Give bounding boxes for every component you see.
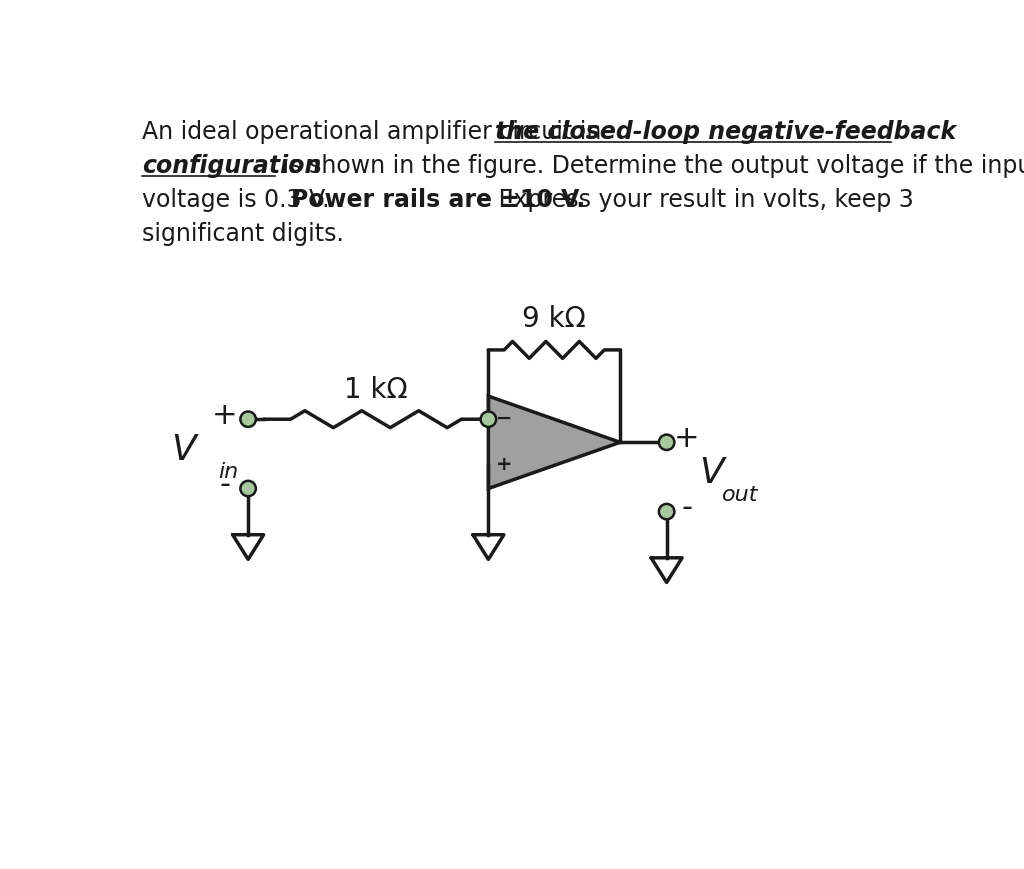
Text: is shown in the figure. Determine the output voltage if the input: is shown in the figure. Determine the ou…: [275, 155, 1024, 178]
Circle shape: [241, 412, 256, 427]
Text: Express your result in volts, keep 3: Express your result in volts, keep 3: [490, 189, 913, 212]
Circle shape: [658, 504, 675, 520]
Text: +: +: [674, 424, 699, 453]
Text: 1 kΩ: 1 kΩ: [344, 375, 408, 404]
Circle shape: [241, 481, 256, 496]
Circle shape: [480, 412, 496, 427]
Text: voltage is 0.3 V.: voltage is 0.3 V.: [142, 189, 337, 212]
Polygon shape: [488, 396, 621, 488]
Text: 9 kΩ: 9 kΩ: [522, 305, 586, 333]
Text: An ideal operational amplifier circuit in: An ideal operational amplifier circuit i…: [142, 121, 609, 144]
Text: configuration: configuration: [142, 155, 322, 178]
Text: V: V: [699, 456, 724, 490]
Text: out: out: [722, 485, 759, 505]
Text: significant digits.: significant digits.: [142, 222, 344, 246]
Text: -: -: [681, 494, 692, 522]
Text: in: in: [219, 461, 239, 481]
Text: +: +: [496, 455, 512, 474]
Text: Power rails are ±10 V.: Power rails are ±10 V.: [291, 189, 585, 212]
Text: +: +: [212, 401, 238, 430]
Text: V: V: [171, 433, 196, 467]
Text: −: −: [496, 409, 512, 428]
Circle shape: [658, 434, 675, 450]
Text: the closed-loop negative-feedback: the closed-loop negative-feedback: [495, 121, 955, 144]
Text: -: -: [219, 470, 230, 499]
